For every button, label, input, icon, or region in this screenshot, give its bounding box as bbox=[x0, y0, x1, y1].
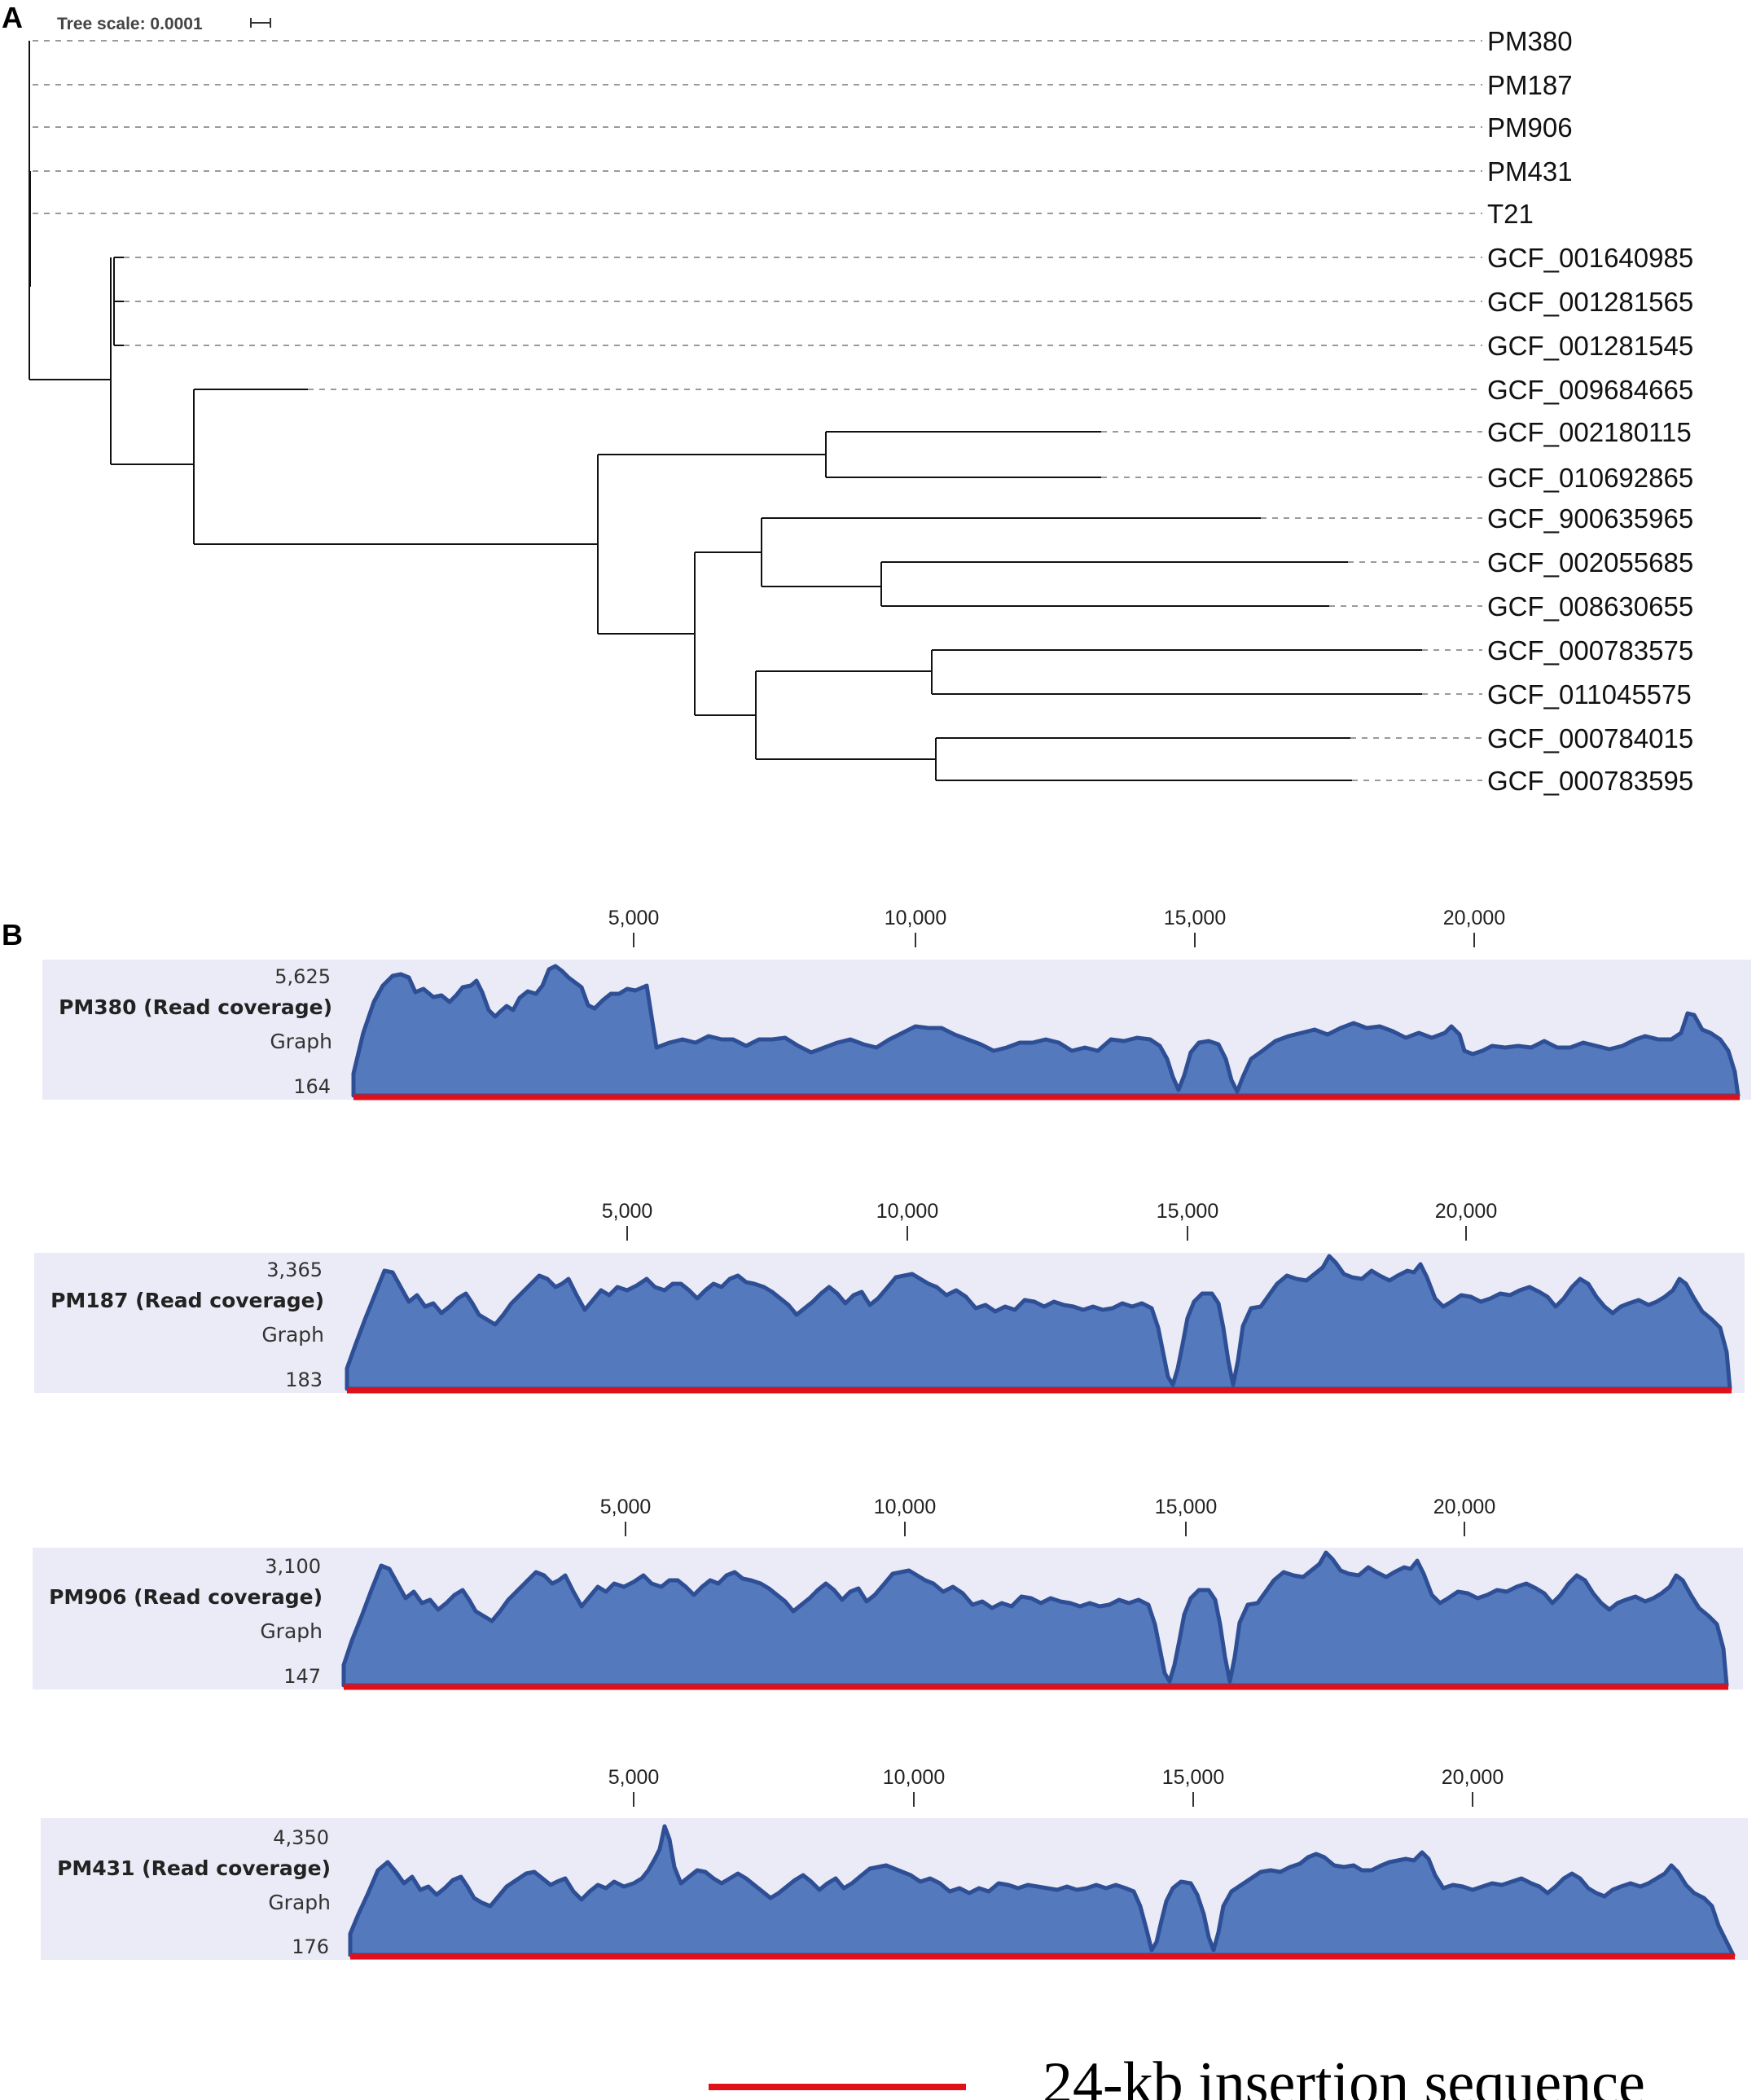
axis-tick-label: 10,000 bbox=[885, 907, 946, 929]
leaf-label: PM431 bbox=[1487, 156, 1573, 187]
coverage-area-pm906 bbox=[341, 1550, 1729, 1688]
panel-b: B 5,000 10,000 15,000 20,000 5,625 PM380… bbox=[2, 907, 1751, 1960]
axis-tick-label: 20,000 bbox=[1442, 1766, 1504, 1789]
track-title: PM380 (Read coverage) bbox=[59, 995, 332, 1019]
leaf-label: T21 bbox=[1487, 199, 1534, 229]
track-title: PM431 (Read coverage) bbox=[57, 1856, 331, 1880]
leaf-label: GCF_009684665 bbox=[1487, 375, 1693, 405]
leaf-label: GCF_001281565 bbox=[1487, 287, 1693, 317]
axis-tick-label: 15,000 bbox=[1162, 1766, 1224, 1789]
coverage-area-pm187 bbox=[345, 1254, 1732, 1391]
track-title: PM187 (Read coverage) bbox=[50, 1289, 324, 1312]
leaf-label: GCF_000783595 bbox=[1487, 766, 1693, 796]
axis-tick-label: 10,000 bbox=[876, 1200, 938, 1223]
tree-branches bbox=[29, 41, 1422, 781]
track-subtitle: Graph bbox=[270, 1030, 332, 1053]
leaf-label: GCF_010692865 bbox=[1487, 463, 1693, 493]
axis-tick-label: 5,000 bbox=[600, 1496, 652, 1518]
track-subtitle: Graph bbox=[268, 1891, 331, 1914]
tree-scale-bar bbox=[250, 18, 271, 28]
track-axis: 5,000 10,000 15,000 20,000 bbox=[608, 907, 1505, 947]
leaf-label: GCF_001281545 bbox=[1487, 331, 1693, 361]
axis-tick-label: 15,000 bbox=[1155, 1496, 1217, 1518]
coverage-area-pm431 bbox=[348, 1824, 1736, 1957]
leaf-label: GCF_900635965 bbox=[1487, 503, 1693, 534]
coverage-track-pm431: 5,000 10,000 15,000 20,000 4,350 PM431 (… bbox=[41, 1766, 1748, 1960]
coverage-track-pm906: 5,000 10,000 15,000 20,000 3,100 PM906 (… bbox=[33, 1496, 1743, 1690]
legend-label: 24-kb insertion sequence bbox=[1043, 2050, 1645, 2100]
leaf-label: PM187 bbox=[1487, 70, 1573, 100]
panel-a-label: A bbox=[2, 1, 23, 34]
panel-a: A Tree scale: 0.0001 bbox=[2, 1, 1693, 796]
tree-leaf-connectors bbox=[33, 40, 1482, 781]
coverage-track-pm380: 5,000 10,000 15,000 20,000 5,625 PM380 (… bbox=[42, 907, 1751, 1101]
axis-tick-label: 5,000 bbox=[608, 907, 660, 929]
track-min-value: 164 bbox=[293, 1075, 331, 1098]
axis-tick-label: 5,000 bbox=[608, 1766, 660, 1789]
coverage-area-pm380 bbox=[351, 964, 1741, 1098]
track-subtitle: Graph bbox=[260, 1619, 323, 1643]
tree-scale-label: Tree scale: 0.0001 bbox=[57, 15, 203, 33]
track-subtitle: Graph bbox=[261, 1323, 324, 1347]
leaf-label: GCF_011045575 bbox=[1487, 679, 1692, 710]
track-min-value: 176 bbox=[292, 1935, 329, 1958]
axis-tick-label: 10,000 bbox=[874, 1496, 936, 1518]
track-axis: 5,000 10,000 15,000 20,000 bbox=[608, 1766, 1504, 1807]
axis-tick-label: 15,000 bbox=[1157, 1200, 1218, 1223]
track-max-value: 4,350 bbox=[273, 1826, 329, 1849]
leaf-label: GCF_002055685 bbox=[1487, 547, 1693, 578]
leaf-label: GCF_001640985 bbox=[1487, 243, 1693, 273]
leaf-label: GCF_000784015 bbox=[1487, 723, 1693, 753]
axis-tick-label: 15,000 bbox=[1164, 907, 1226, 929]
track-max-value: 3,100 bbox=[265, 1555, 321, 1578]
leaf-label: PM380 bbox=[1487, 26, 1573, 56]
axis-tick-label: 5,000 bbox=[602, 1200, 653, 1223]
track-max-value: 3,365 bbox=[266, 1259, 323, 1281]
leaf-label: GCF_002180115 bbox=[1487, 417, 1692, 447]
axis-tick-label: 20,000 bbox=[1433, 1496, 1495, 1518]
leaf-label: PM906 bbox=[1487, 112, 1573, 143]
tree-leaf-labels: PM380 PM187 PM906 PM431 T21 GCF_00164098… bbox=[1487, 26, 1693, 796]
panel-b-label: B bbox=[2, 918, 23, 951]
coverage-track-pm187: 5,000 10,000 15,000 20,000 3,365 PM187 (… bbox=[34, 1200, 1745, 1394]
track-axis: 5,000 10,000 15,000 20,000 bbox=[600, 1496, 1495, 1536]
leaf-label: GCF_000783575 bbox=[1487, 635, 1693, 666]
track-min-value: 147 bbox=[283, 1665, 321, 1688]
axis-tick-label: 20,000 bbox=[1435, 1200, 1497, 1223]
track-min-value: 183 bbox=[285, 1369, 323, 1391]
leaf-label: GCF_008630655 bbox=[1487, 591, 1693, 622]
axis-tick-label: 10,000 bbox=[883, 1766, 945, 1789]
legend: 24-kb insertion sequence bbox=[709, 2050, 1645, 2100]
axis-tick-label: 20,000 bbox=[1443, 907, 1505, 929]
track-max-value: 5,625 bbox=[274, 965, 331, 988]
track-title: PM906 (Read coverage) bbox=[49, 1585, 323, 1609]
track-axis: 5,000 10,000 15,000 20,000 bbox=[602, 1200, 1497, 1241]
